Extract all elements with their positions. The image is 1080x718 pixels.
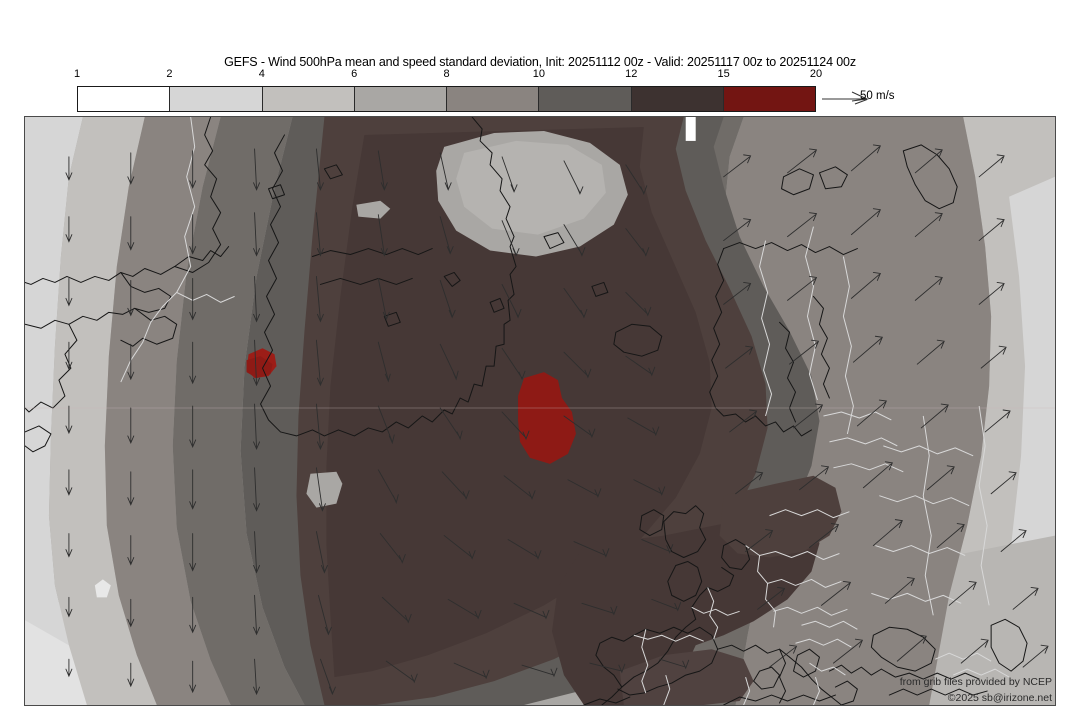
colorbar-tick: 6 [351, 68, 358, 80]
colorbar-tick: 1 [73, 68, 81, 80]
wind-arrow-label: 50 m/s [860, 90, 895, 102]
colorbar-segment [353, 87, 446, 111]
page-title: GEFS - Wind 500hPa mean and speed standa… [224, 55, 856, 69]
copyright-credit: ©2025 sb@irizone.net [947, 692, 1052, 704]
colorbar-segment [722, 87, 815, 111]
colorbar-tick: 12 [625, 68, 638, 80]
data-source-credit: from grib files provided by NCEP [899, 676, 1052, 688]
wind-arrow-icon [822, 91, 869, 105]
colorbar-tick: 20 [809, 68, 823, 80]
colorbar-tick: 8 [443, 68, 450, 80]
colorbar-tick: 4 [258, 68, 265, 80]
colorbar [77, 86, 816, 112]
colorbar-tick: 2 [166, 68, 173, 80]
colorbar-segment [78, 87, 170, 111]
colorbar-segment [169, 87, 262, 111]
colorbar-segment [446, 87, 539, 111]
weather-map[interactable] [24, 116, 1056, 706]
colorbar-segment [538, 87, 631, 111]
colorbar-segment [261, 87, 354, 111]
colorbar-tick: 10 [532, 68, 545, 80]
colorbar-segment [630, 87, 723, 111]
colorbar-tick-labels: 1 2 4 6 8 10 12 15 20 [73, 68, 822, 84]
map-canvas [25, 117, 1055, 705]
colorbar-tick: 15 [717, 68, 730, 80]
